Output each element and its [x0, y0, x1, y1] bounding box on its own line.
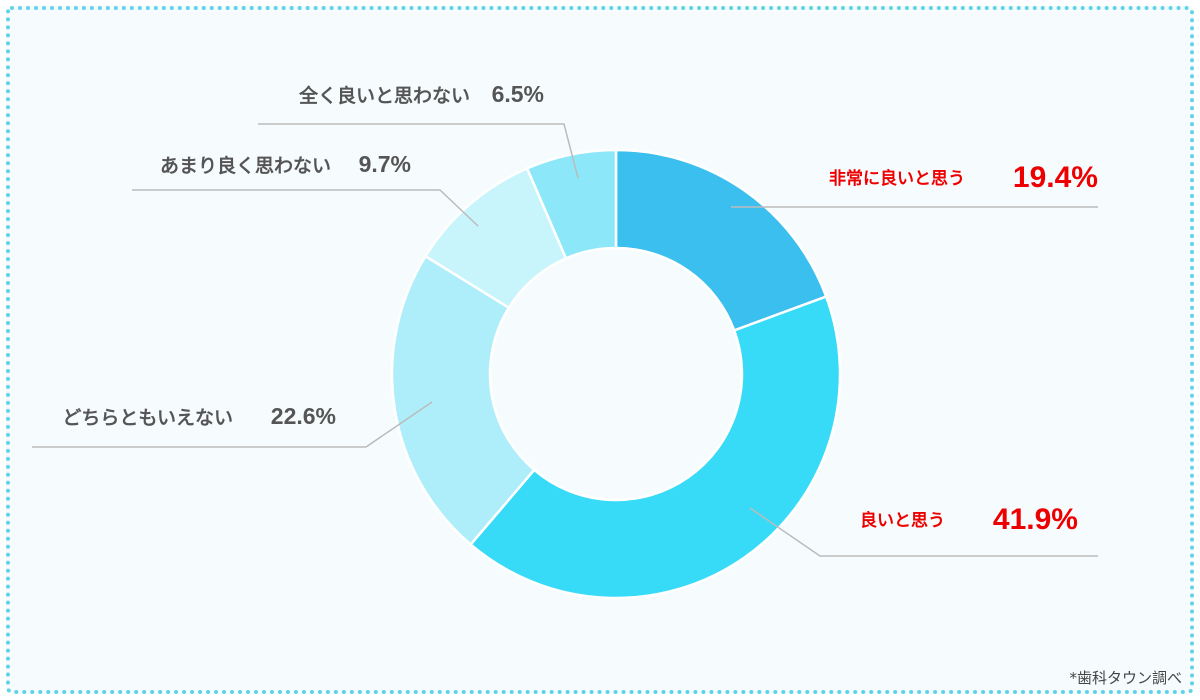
label-not-good-at-all: 全く良いと思わない — [298, 84, 470, 107]
leader-line-good — [749, 507, 1098, 557]
label-not-very-good: あまり良く思わない — [160, 154, 331, 177]
label-very-good: 非常に良いと思う — [829, 168, 965, 188]
value-label-very-good: 19.4% — [1013, 161, 1098, 194]
slice-neutral — [390, 254, 536, 547]
value-label-not-very-good: 9.7% — [359, 151, 411, 177]
leader-line-not-good-at-all — [258, 123, 579, 179]
value-label-neutral: 22.6% — [271, 403, 336, 429]
label-good: 良いと思う — [860, 510, 945, 530]
value-label-good: 41.9% — [993, 503, 1078, 536]
source-note: *歯科タウン調べ — [1069, 669, 1182, 687]
leader-line-neutral — [32, 401, 433, 448]
slice-not-good-at-all — [525, 148, 618, 260]
value-label-not-good-at-all: 6.5% — [492, 81, 544, 107]
label-neutral: どちらともいえない — [62, 407, 233, 429]
leader-line-not-very-good — [132, 189, 479, 227]
slice-very-good — [614, 148, 828, 333]
slice-good — [468, 294, 842, 600]
